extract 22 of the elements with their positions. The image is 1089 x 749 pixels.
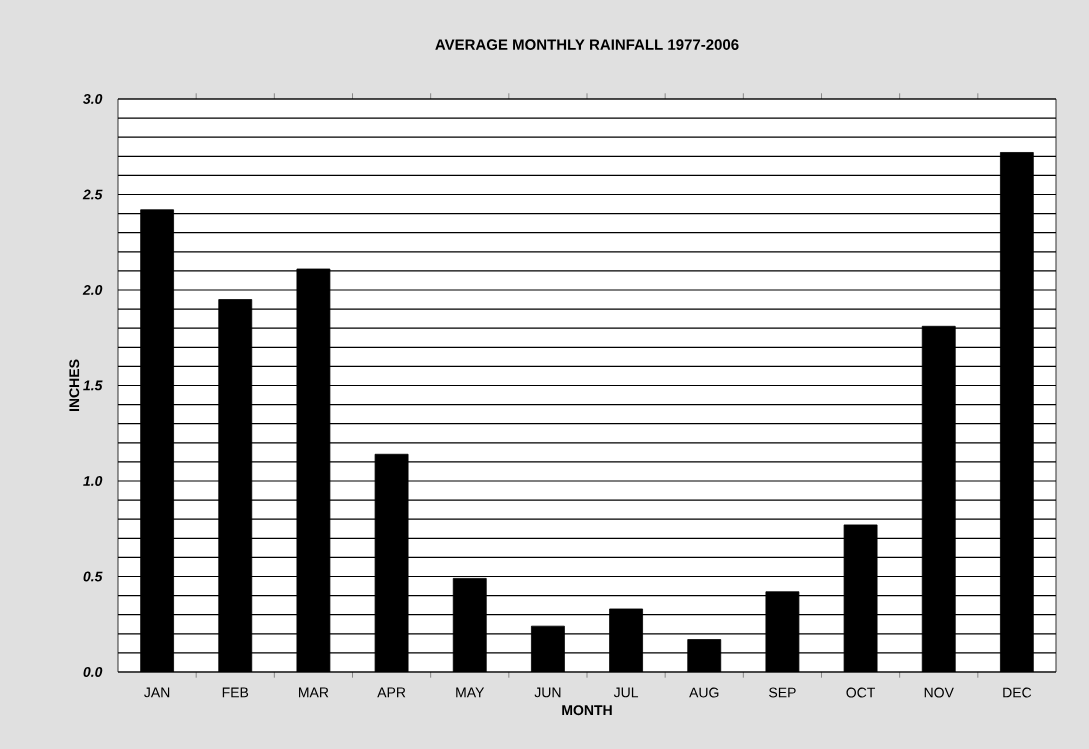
x-tick-label: APR [377, 687, 406, 698]
y-tick-label: 3.0 [83, 94, 103, 104]
chart-title: AVERAGE MONTHLY RAINFALL 1977-2006 [435, 39, 739, 50]
x-tick-label: JUL [613, 687, 639, 698]
x-tick-label: MAR [299, 687, 329, 698]
x-tick-label: FEB [222, 687, 249, 698]
x-tick-label: SEP [769, 687, 796, 698]
y-axis-title: INCHES [69, 359, 80, 411]
x-tick-label: AUG [689, 687, 719, 698]
x-tick-label: DEC [1003, 687, 1032, 698]
y-tick-label: 0.0 [83, 667, 103, 677]
y-tick-label: 1.0 [83, 476, 103, 486]
x-tick-label: JUN [534, 687, 561, 698]
y-tick-label: 0.5 [83, 571, 103, 582]
y-tick-label: 2.5 [82, 189, 103, 200]
x-tick-label: JAN [144, 687, 170, 698]
x-tick-label: MAY [456, 687, 485, 698]
x-axis-title: MONTH [562, 705, 612, 716]
y-tick-label: 2.0 [82, 285, 103, 295]
x-tick-label: OCT [846, 687, 876, 698]
y-tick-label: 1.5 [83, 380, 103, 391]
x-tick-label: NOV [924, 687, 954, 698]
